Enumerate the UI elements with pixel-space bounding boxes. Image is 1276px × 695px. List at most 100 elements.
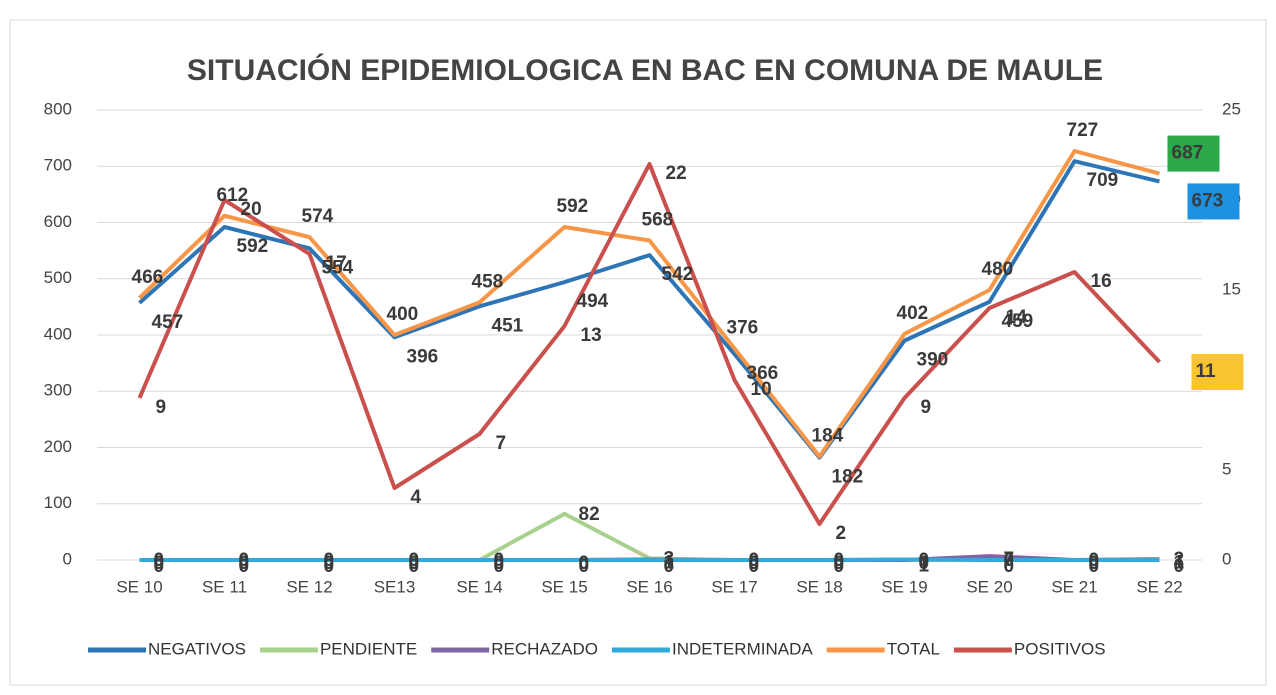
data-label: 0	[494, 553, 505, 574]
y-tick-label: 500	[44, 268, 72, 287]
data-label: 0	[494, 556, 505, 577]
data-label: 0	[664, 556, 675, 577]
data-label: 459	[1002, 311, 1034, 332]
data-label: 17	[326, 253, 347, 274]
y-tick-label: 300	[44, 381, 72, 400]
data-label: 20	[241, 199, 262, 220]
data-label: 0	[324, 556, 335, 577]
end-label-box	[1191, 354, 1244, 390]
y2-tick-label: 5	[1222, 459, 1231, 478]
data-label: 402	[897, 303, 929, 324]
chart-frame	[9, 19, 1267, 686]
data-label: 82	[579, 504, 600, 525]
x-tick-label: SE 12	[286, 577, 332, 596]
data-label: 0	[409, 550, 420, 571]
y-tick-label: 100	[44, 493, 72, 512]
data-label: 4	[411, 487, 422, 508]
data-label: 1	[1174, 552, 1185, 573]
data-label: 0	[1089, 556, 1100, 577]
y-tick-label: 600	[44, 212, 72, 231]
x-tick-label: SE 14	[456, 577, 502, 596]
data-label: 0	[749, 556, 760, 577]
data-label: 0	[154, 556, 165, 577]
data-label: 727	[1067, 120, 1099, 141]
data-label: 612	[217, 185, 249, 206]
data-label: 7	[496, 433, 507, 454]
data-label: 0	[919, 553, 930, 574]
x-tick-label: SE 17	[711, 577, 757, 596]
series-line	[138, 149, 1161, 459]
data-label: 0	[834, 553, 845, 574]
data-label: 0	[239, 556, 250, 577]
data-label: 0	[324, 550, 335, 571]
data-label: 0	[749, 553, 760, 574]
data-label: 376	[727, 318, 759, 339]
y-tick-label: 700	[44, 156, 72, 175]
data-label: 0	[579, 556, 590, 577]
end-label-box	[1187, 183, 1240, 220]
data-label: 0	[154, 550, 165, 571]
legend-label: TOTAL	[887, 639, 940, 658]
data-label: 0	[834, 550, 845, 571]
data-label: 574	[302, 206, 334, 227]
y2-tick-label: 15	[1222, 279, 1241, 298]
data-label: 687	[1172, 143, 1204, 164]
data-label: 1	[919, 555, 930, 576]
data-label: 451	[492, 315, 524, 336]
data-label: 0	[1089, 553, 1100, 574]
data-label: 16	[1091, 271, 1112, 292]
data-label: 2	[1174, 549, 1185, 570]
data-label: 494	[577, 291, 609, 312]
data-label: 673	[1192, 190, 1224, 211]
data-label: 0	[409, 556, 420, 577]
x-tick-label: SE 11	[202, 577, 247, 596]
end-label-box	[1167, 135, 1220, 172]
data-label: 184	[812, 426, 844, 447]
data-label: 0	[1089, 550, 1100, 571]
series-line	[138, 159, 1160, 460]
legend-label: INDETERMINADA	[672, 639, 813, 658]
x-tick-label: SE 20	[966, 577, 1012, 596]
y-tick-label: 800	[44, 99, 72, 118]
data-label: 458	[472, 271, 504, 292]
data-label: 466	[132, 267, 164, 288]
series-line	[137, 162, 1161, 526]
data-label: 22	[666, 163, 687, 184]
y-tick-label: 400	[44, 324, 72, 343]
legend-label: NEGATIVOS	[148, 639, 246, 658]
y-tick-label: 200	[44, 437, 72, 456]
data-label: 14	[1006, 307, 1028, 328]
series-line	[139, 557, 1160, 562]
data-label: 0	[834, 556, 845, 577]
data-label: 0	[1004, 550, 1015, 571]
data-label: 0	[749, 550, 760, 571]
y-tick-label: 0	[63, 549, 72, 568]
data-label: 554	[322, 257, 354, 278]
x-tick-label: SE 19	[881, 577, 927, 596]
data-label: 0	[409, 553, 420, 574]
data-label: 13	[581, 325, 602, 346]
x-tick-label: SE 10	[116, 577, 162, 596]
data-label: 0	[239, 553, 250, 574]
data-label: 390	[917, 350, 949, 371]
data-label: 0	[1004, 556, 1015, 577]
data-label: 2	[836, 523, 847, 544]
data-label: 0	[1174, 556, 1185, 577]
x-tick-label: SE 18	[796, 577, 842, 596]
data-label: 480	[982, 259, 1014, 280]
data-label: 0	[579, 553, 590, 574]
x-tick-label: SE 21	[1051, 577, 1097, 596]
data-label: 0	[919, 550, 930, 571]
legend-label: RECHAZADO	[491, 639, 598, 658]
data-label: 7	[1004, 549, 1015, 570]
data-label: 9	[921, 397, 932, 418]
y2-tick-label: 25	[1222, 99, 1241, 118]
data-label: 709	[1087, 170, 1119, 191]
data-label: 10	[751, 379, 772, 400]
x-tick-label: SE 15	[541, 577, 587, 596]
data-label: 542	[662, 264, 694, 285]
data-label: 0	[154, 553, 165, 574]
legend-label: POSITIVOS	[1014, 639, 1106, 658]
chart-title: SITUACIÓN EPIDEMIOLOGICA EN BAC EN COMUN…	[187, 53, 1103, 87]
